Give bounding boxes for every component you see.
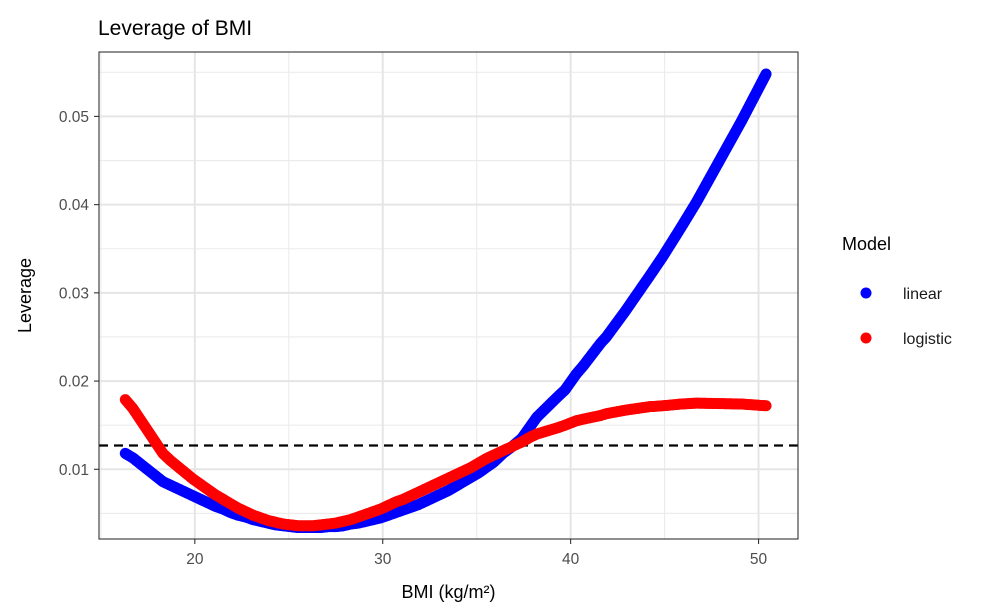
minor-grid — [99, 52, 798, 539]
legend-title: Model — [842, 234, 891, 254]
logistic-point-64 — [760, 400, 772, 412]
legend-key-logistic — [860, 332, 872, 344]
legend: Model linear logistic — [842, 234, 952, 348]
legend-label-linear: linear — [903, 286, 943, 303]
major-grid — [99, 52, 798, 539]
x-tick-label-3: 50 — [750, 551, 768, 568]
x-axis-title: BMI (kg/m²) — [402, 582, 496, 602]
x-tick-label-2: 40 — [562, 551, 580, 568]
panel-border — [98, 51, 799, 540]
y-tick-label-2: 0.03 — [59, 285, 89, 302]
data-points — [119, 68, 772, 534]
y-tick-label-3: 0.04 — [59, 197, 90, 214]
y-axis-title: Leverage — [15, 258, 35, 333]
series-logistic — [119, 394, 772, 532]
legend-label-logistic: logistic — [903, 331, 952, 348]
legend-key-linear — [860, 287, 872, 299]
y-tick-label-4: 0.05 — [59, 109, 89, 126]
plot-panel — [99, 52, 798, 539]
x-axis: 20 30 40 50 — [186, 539, 768, 568]
y-tick-label-1: 0.02 — [59, 374, 89, 391]
y-tick-label-0: 0.01 — [59, 462, 89, 479]
legend-items: linear logistic — [860, 286, 952, 348]
chart-title: Leverage of BMI — [98, 17, 252, 40]
x-tick-label-0: 20 — [186, 551, 204, 568]
linear-point-64 — [760, 68, 772, 80]
y-axis: 0.01 0.02 0.03 0.04 0.05 — [59, 109, 99, 479]
x-tick-label-1: 30 — [374, 551, 392, 568]
